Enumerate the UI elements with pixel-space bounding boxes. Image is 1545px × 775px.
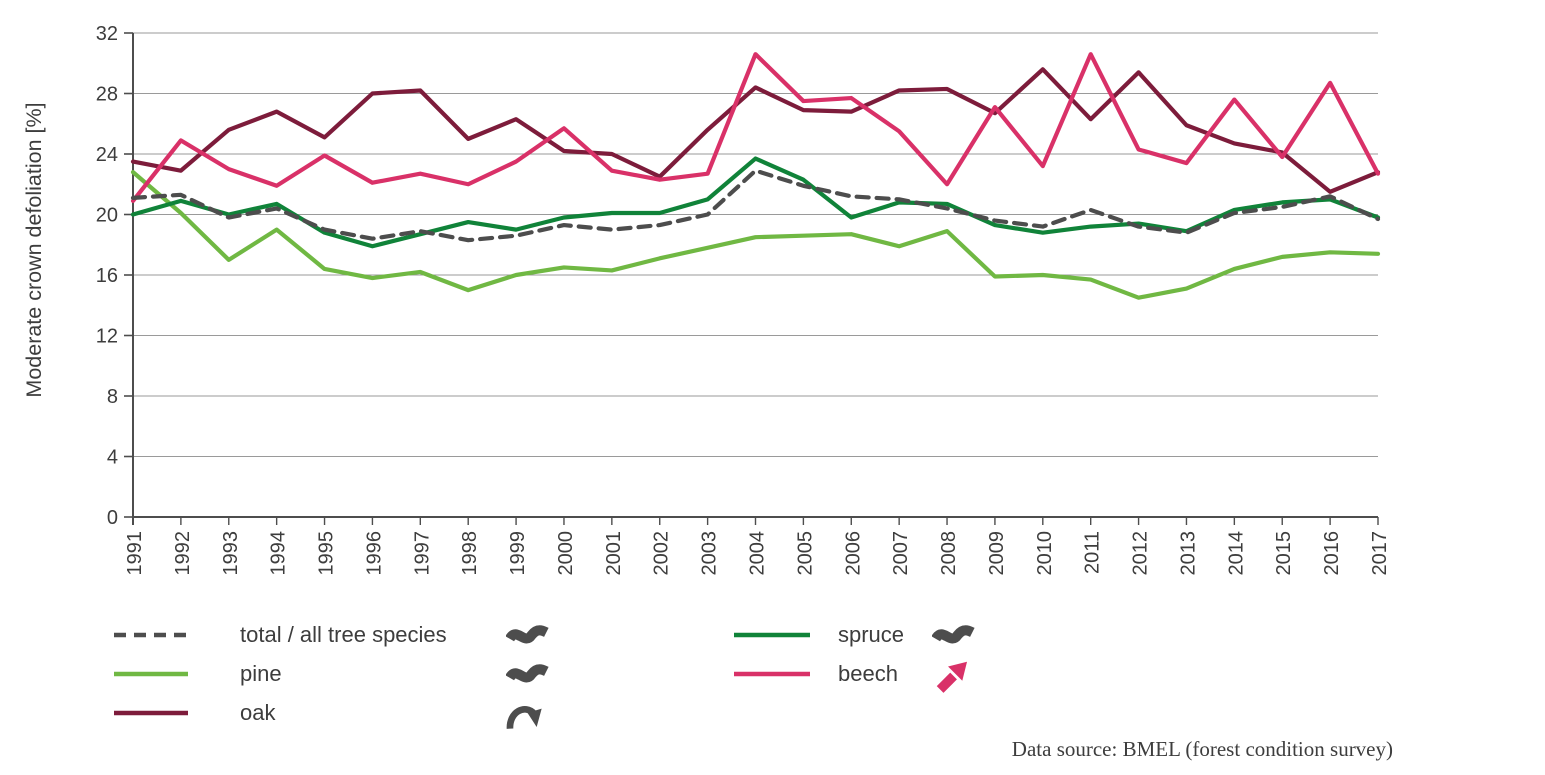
svg-text:1997: 1997	[411, 531, 433, 576]
svg-text:1993: 1993	[220, 531, 242, 576]
svg-text:2007: 2007	[890, 531, 912, 576]
curve-down-arrow-trend-icon	[504, 697, 546, 737]
svg-text:1999: 1999	[507, 531, 529, 576]
svg-text:20: 20	[96, 205, 118, 227]
legend-label-pine: pine	[240, 661, 282, 686]
svg-text:2005: 2005	[794, 531, 816, 576]
svg-text:Moderate crown defoliation [%]: Moderate crown defoliation [%]	[22, 102, 46, 397]
data-source-note: Data source: BMEL (forest condition surv…	[1011, 737, 1393, 761]
svg-text:2013: 2013	[1177, 531, 1199, 576]
svg-text:1996: 1996	[363, 531, 385, 576]
svg-text:2006: 2006	[842, 531, 864, 576]
svg-text:24: 24	[96, 144, 118, 166]
legend-item-pine: pine	[112, 657, 549, 691]
wave-trend-icon	[931, 622, 976, 650]
chart-canvas: 0 4 8 12 16 20 24 28 32 1991 1992 1993 1994 1995 1996 1…	[22, 23, 1391, 576]
svg-text:28: 28	[96, 84, 118, 106]
legend-item-beech: beech	[732, 657, 968, 693]
legend-item-oak: oak	[112, 696, 542, 730]
legend-swatch-total	[114, 632, 188, 638]
legend-item-total: total / all tree species	[112, 618, 549, 652]
svg-text:2008: 2008	[938, 531, 960, 576]
svg-text:2001: 2001	[603, 531, 625, 576]
svg-text:1992: 1992	[172, 531, 194, 576]
legend-label-spruce: spruce	[838, 622, 905, 647]
legend-swatch-beech	[734, 671, 810, 677]
svg-text:1998: 1998	[459, 531, 481, 576]
svg-text:1994: 1994	[268, 531, 290, 576]
svg-text:2010: 2010	[1034, 531, 1056, 576]
svg-text:2014: 2014	[1225, 531, 1247, 576]
svg-text:16: 16	[96, 265, 118, 287]
svg-text:2012: 2012	[1130, 531, 1152, 576]
series-line-oak	[130, 67, 1381, 194]
legend-item-spruce: spruce	[732, 618, 975, 652]
svg-text:2017: 2017	[1369, 531, 1391, 576]
legend-label-total: total / all tree species	[240, 622, 447, 647]
up-right-arrow-trend-icon	[932, 657, 972, 695]
svg-text:2002: 2002	[651, 531, 673, 576]
svg-text:0: 0	[107, 507, 118, 529]
series-line-beech	[130, 52, 1381, 203]
legend-swatch-oak	[114, 710, 188, 716]
svg-text:12: 12	[96, 326, 118, 348]
series-line-total	[130, 168, 1381, 243]
legend-label-beech: beech	[838, 661, 898, 686]
svg-text:1995: 1995	[316, 531, 338, 576]
svg-text:2003: 2003	[699, 531, 721, 576]
series-line-pine	[130, 170, 1381, 300]
legend-swatch-pine	[114, 671, 188, 677]
svg-text:32: 32	[96, 23, 118, 45]
legend-swatch-spruce	[734, 632, 810, 638]
wave-trend-icon	[505, 661, 550, 689]
svg-text:2016: 2016	[1321, 531, 1343, 576]
svg-text:1991: 1991	[124, 531, 146, 576]
series-line-spruce	[130, 156, 1381, 249]
wave-trend-icon	[505, 622, 550, 650]
legend-label-oak: oak	[240, 700, 276, 725]
svg-text:4: 4	[107, 447, 118, 469]
svg-text:2009: 2009	[986, 531, 1008, 576]
svg-text:8: 8	[107, 386, 118, 408]
svg-text:2004: 2004	[747, 531, 769, 576]
svg-text:2015: 2015	[1273, 531, 1295, 576]
svg-text:2011: 2011	[1082, 531, 1104, 574]
svg-text:2000: 2000	[555, 531, 577, 576]
